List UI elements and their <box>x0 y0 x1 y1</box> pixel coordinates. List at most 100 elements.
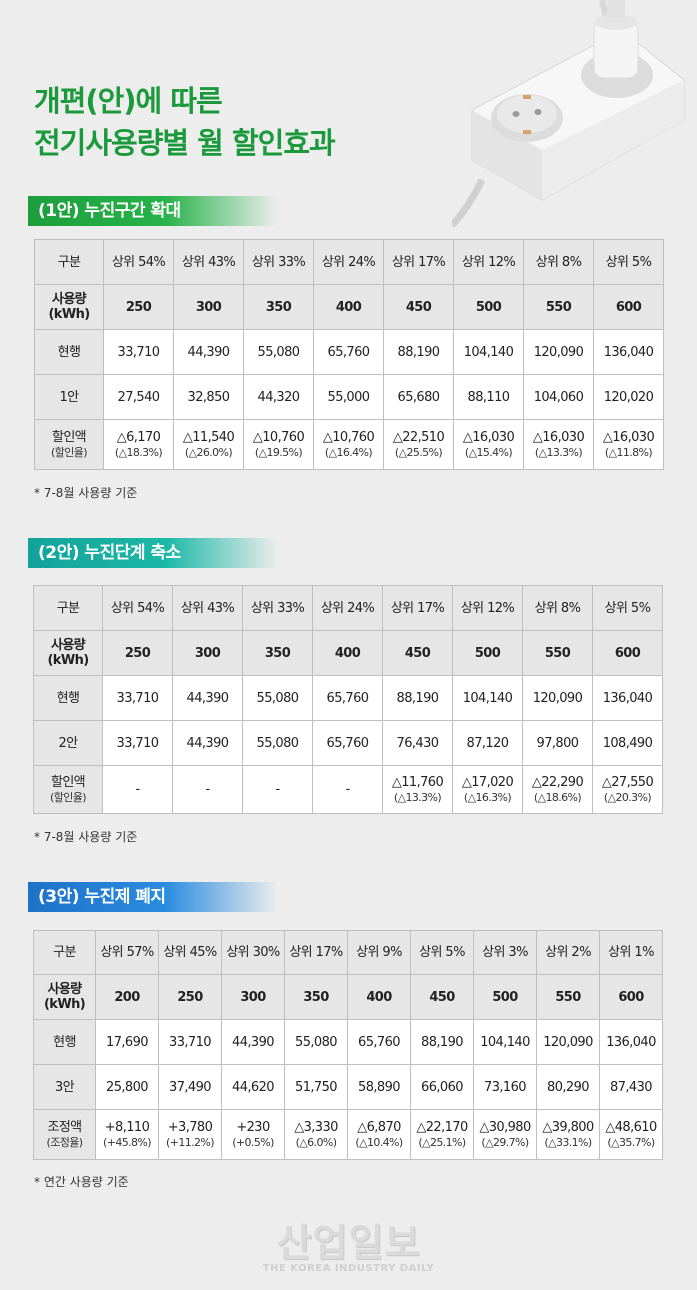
value-cell: 76,430 <box>382 720 453 766</box>
value-cell: 55,080 <box>242 675 313 721</box>
diff-cell: △11,540 (△26.0%) <box>173 419 244 470</box>
watermark-logo: 산업일보 THE KOREA INDUSTRY DAILY <box>0 1212 697 1274</box>
value-cell: 37,490 <box>158 1064 222 1110</box>
usage-row: 사용량 (kWh) 200 250 300 350 400 450 500 550… <box>33 974 663 1020</box>
usage-cell: 550 <box>522 630 593 676</box>
usage-cell: 400 <box>312 630 383 676</box>
usage-cell: 200 <box>95 974 159 1020</box>
header-cell: 상위 57% <box>95 930 159 975</box>
value-cell: 120,090 <box>522 675 593 721</box>
current-row: 현행 33,710 44,390 55,080 65,760 88,190 10… <box>33 675 663 721</box>
header-cell: 상위 33% <box>243 239 314 285</box>
watermark-main: 산업일보 <box>276 1221 421 1265</box>
diff-cell: △17,020 (△16.3%) <box>452 765 523 814</box>
diff-cell: △16,030 (△15.4%) <box>453 419 524 470</box>
header-cell: 상위 5% <box>410 930 474 975</box>
value-cell: 120,090 <box>523 329 594 375</box>
header-cell: 상위 1% <box>599 930 663 975</box>
row-label: 2안 <box>33 720 103 766</box>
diff-cell: - <box>172 765 243 814</box>
diff-cell: +3,780 (+11.2%) <box>158 1109 222 1160</box>
page-title-line1: 개편(안)에 따른 <box>34 84 223 118</box>
value-cell: 51,750 <box>284 1064 348 1110</box>
usage-cell: 300 <box>221 974 285 1020</box>
diff-cell: △16,030 (△11.8%) <box>593 419 664 470</box>
row-label: 사용량 (kWh) <box>34 284 104 330</box>
diff-cell: △3,330 (△6.0%) <box>284 1109 348 1160</box>
value-cell: 65,680 <box>383 374 454 420</box>
diff-row: 할인액 (할인율) △6,170 (△18.3%) △11,540 (△26.0%) … <box>34 419 664 470</box>
header-cell: 상위 3% <box>473 930 537 975</box>
row-label: 현행 <box>33 675 103 721</box>
diff-cell: - <box>102 765 173 814</box>
power-strip-illustration <box>452 0 685 228</box>
usage-cell: 500 <box>473 974 537 1020</box>
diff-cell: △6,170 (△18.3%) <box>103 419 174 470</box>
row-label: 사용량 (kWh) <box>33 630 103 676</box>
value-cell: 33,710 <box>102 720 173 766</box>
value-cell: 58,890 <box>347 1064 411 1110</box>
header-cell: 구분 <box>33 585 103 631</box>
header-cell: 상위 24% <box>312 585 383 631</box>
diff-cell: △27,550 (△20.3%) <box>592 765 663 814</box>
diff-cell: △10,760 (△19.5%) <box>243 419 314 470</box>
header-cell: 상위 17% <box>383 239 454 285</box>
header-cell: 상위 8% <box>523 239 594 285</box>
value-cell: 87,120 <box>452 720 523 766</box>
value-cell: 25,800 <box>95 1064 159 1110</box>
value-cell: 104,140 <box>473 1019 537 1065</box>
section2-title: (2안) 누진단계 축소 <box>28 538 278 568</box>
table-header-row: 구분 상위 54% 상위 43% 상위 33% 상위 24% 상위 17% 상위… <box>34 239 664 285</box>
usage-cell: 400 <box>313 284 384 330</box>
value-cell: 17,690 <box>95 1019 159 1065</box>
value-cell: 44,390 <box>172 720 243 766</box>
diff-cell: - <box>312 765 383 814</box>
usage-cell: 450 <box>382 630 453 676</box>
header-cell: 상위 17% <box>382 585 453 631</box>
row-label: 3안 <box>33 1064 96 1110</box>
usage-cell: 350 <box>284 974 348 1020</box>
value-cell: 44,390 <box>221 1019 285 1065</box>
usage-cell: 300 <box>173 284 244 330</box>
value-cell: 55,000 <box>313 374 384 420</box>
watermark-sub: THE KOREA INDUSTRY DAILY <box>262 1263 435 1274</box>
usage-cell: 600 <box>593 284 664 330</box>
header-cell: 상위 24% <box>313 239 384 285</box>
value-cell: 44,390 <box>172 675 243 721</box>
value-cell: 120,020 <box>593 374 664 420</box>
header-cell: 상위 12% <box>453 239 524 285</box>
header-cell: 구분 <box>33 930 96 975</box>
value-cell: 87,430 <box>599 1064 663 1110</box>
diff-row: 조정액 (조정율) +8,110 (+45.8%) +3,780 (+11.2%) +… <box>33 1109 663 1160</box>
header-cell: 상위 33% <box>242 585 313 631</box>
value-cell: 33,710 <box>158 1019 222 1065</box>
value-cell: 32,850 <box>173 374 244 420</box>
value-cell: 44,390 <box>173 329 244 375</box>
diff-cell: △16,030 (△13.3%) <box>523 419 594 470</box>
usage-cell: 350 <box>242 630 313 676</box>
diff-cell: +8,110 (+45.8%) <box>95 1109 159 1160</box>
section3-table: 구분 상위 57% 상위 45% 상위 30% 상위 17% 상위 9% 상위 … <box>33 930 663 1160</box>
section1-table: 구분 상위 54% 상위 43% 상위 33% 상위 24% 상위 17% 상위… <box>34 239 664 470</box>
value-cell: 104,060 <box>523 374 594 420</box>
header-cell: 상위 5% <box>592 585 663 631</box>
row-label: 현행 <box>34 329 104 375</box>
diff-cell: △30,980 (△29.7%) <box>473 1109 537 1160</box>
value-cell: 44,320 <box>243 374 314 420</box>
value-cell: 65,760 <box>312 675 383 721</box>
value-cell: 136,040 <box>599 1019 663 1065</box>
usage-cell: 400 <box>347 974 411 1020</box>
diff-cell: - <box>242 765 313 814</box>
page-title-line2: 전기사용량별 월 할인효과 <box>34 126 336 160</box>
row-label: 할인액 (할인율) <box>34 419 104 470</box>
row-label: 사용량 (kWh) <box>33 974 96 1020</box>
table-header-row: 구분 상위 54% 상위 43% 상위 33% 상위 24% 상위 17% 상위… <box>33 585 663 631</box>
usage-cell: 450 <box>410 974 474 1020</box>
diff-cell: △39,800 (△33.1%) <box>536 1109 600 1160</box>
section2-table: 구분 상위 54% 상위 43% 상위 33% 상위 24% 상위 17% 상위… <box>33 585 663 814</box>
usage-cell: 250 <box>158 974 222 1020</box>
value-cell: 88,190 <box>382 675 453 721</box>
diff-cell: +230 (+0.5%) <box>221 1109 285 1160</box>
row-label: 조정액 (조정율) <box>33 1109 96 1160</box>
row-label: 현행 <box>33 1019 96 1065</box>
